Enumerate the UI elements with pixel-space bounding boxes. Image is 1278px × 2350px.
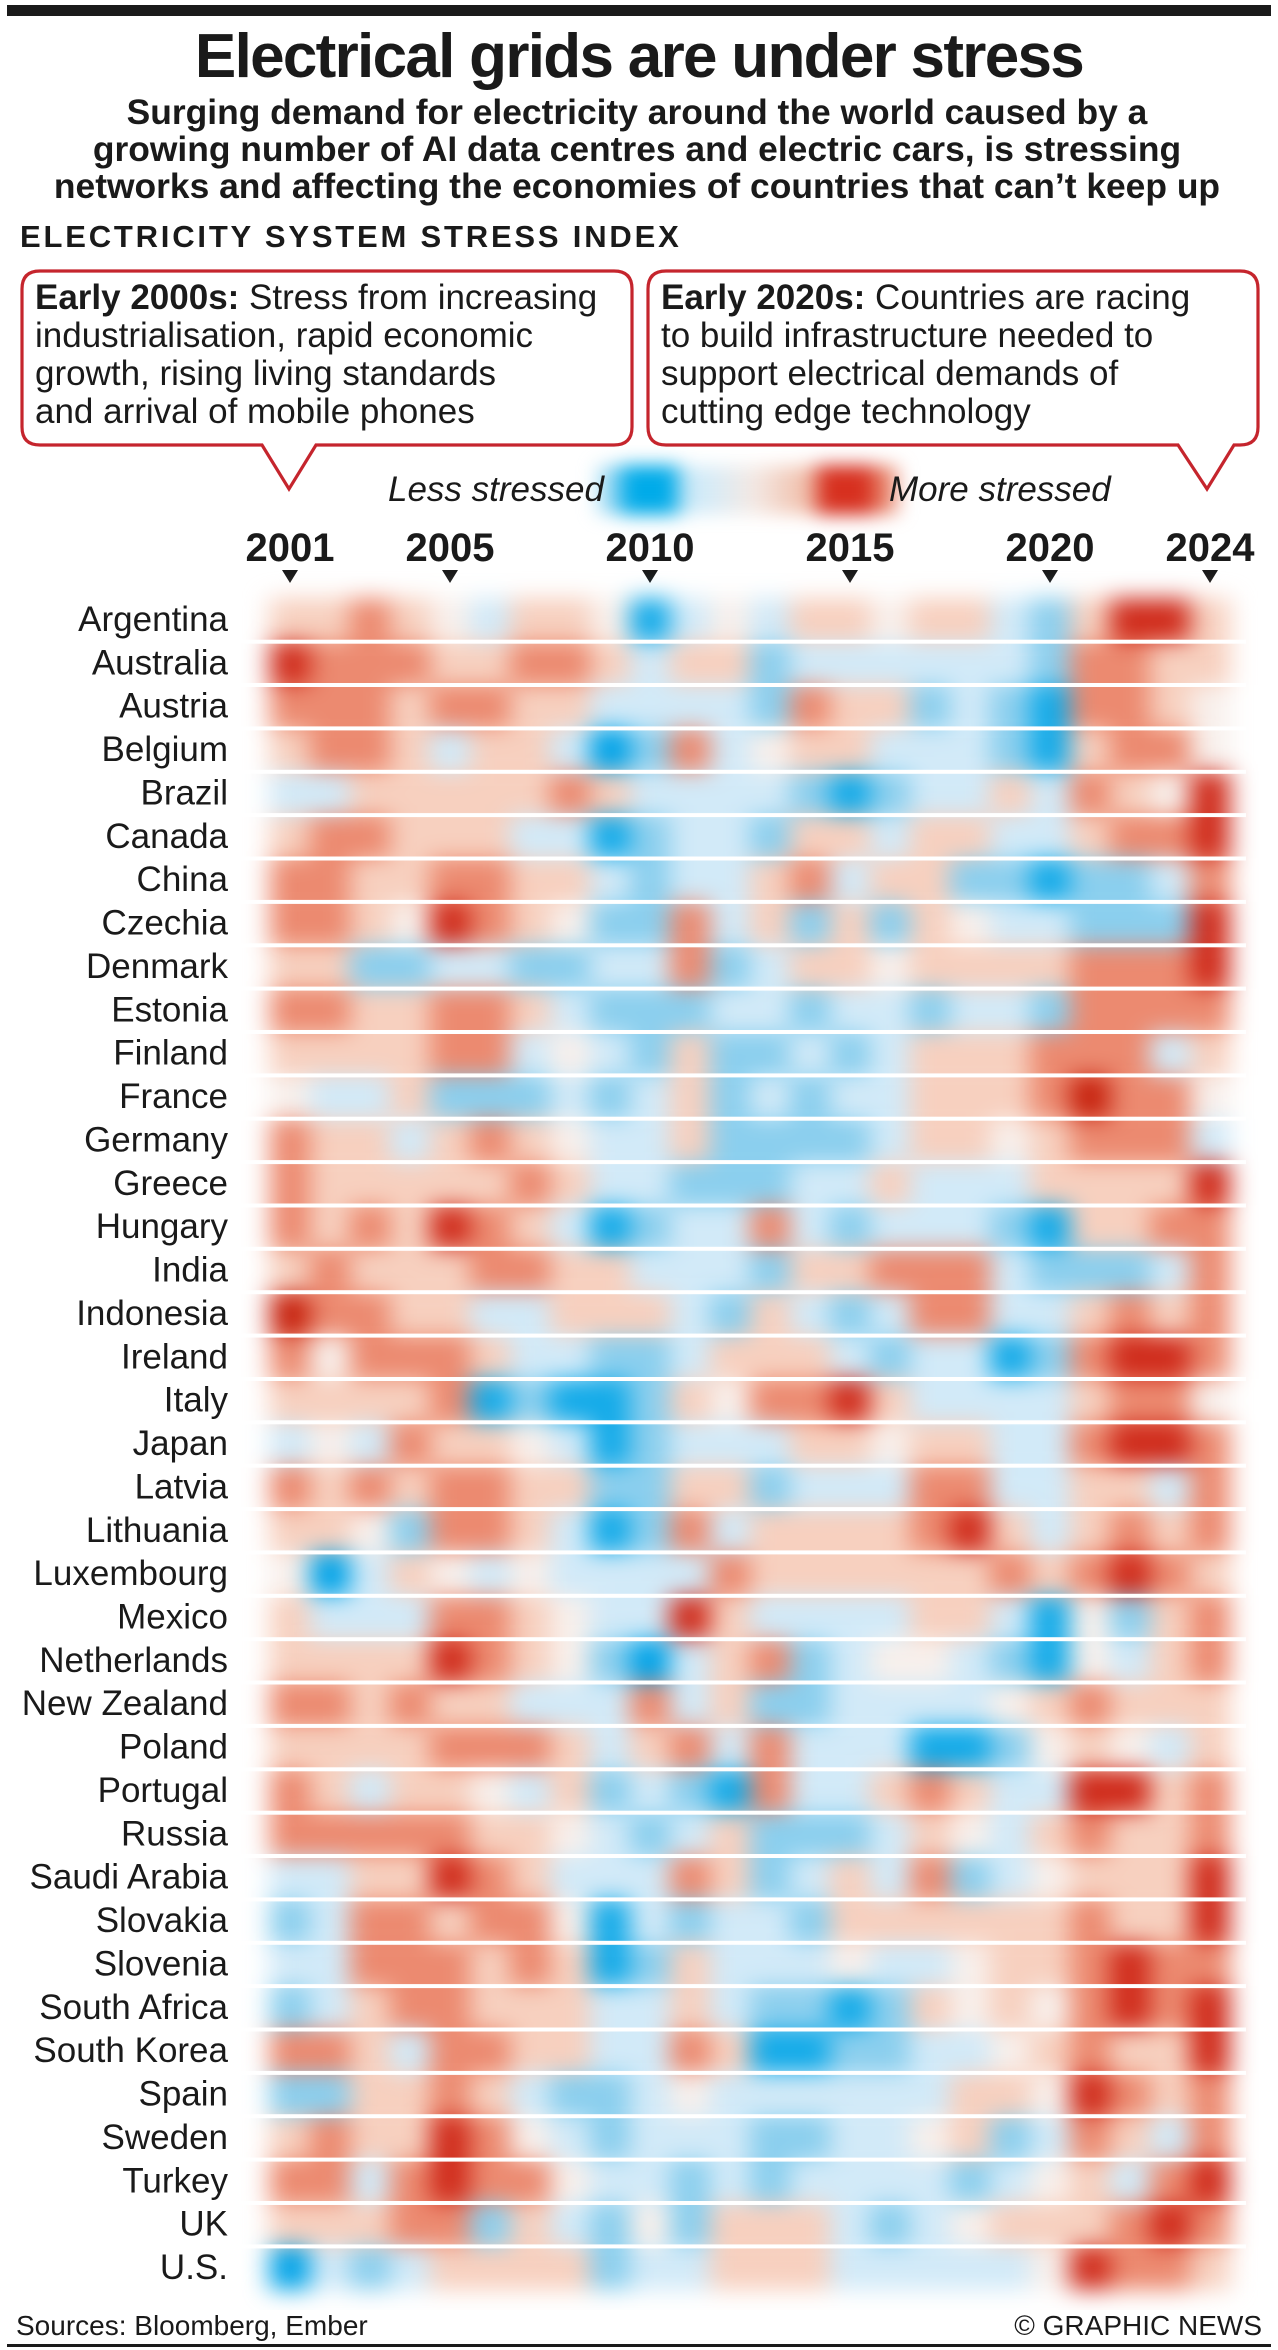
svg-text:Latvia: Latvia — [135, 1467, 229, 1506]
svg-text:Netherlands: Netherlands — [39, 1641, 228, 1680]
svg-text:Finland: Finland — [113, 1034, 228, 1073]
svg-text:Russia: Russia — [121, 1814, 229, 1853]
svg-text:Slovakia: Slovakia — [96, 1901, 229, 1940]
svg-text:2005: 2005 — [406, 526, 495, 570]
svg-text:Argentina: Argentina — [78, 600, 228, 639]
svg-text:Turkey: Turkey — [122, 2161, 228, 2200]
svg-text:Ireland: Ireland — [121, 1337, 228, 1376]
svg-text:2015: 2015 — [806, 526, 895, 570]
svg-text:Sweden: Sweden — [102, 2118, 228, 2157]
svg-text:France: France — [119, 1077, 228, 1116]
svg-text:Portugal: Portugal — [98, 1771, 228, 1810]
svg-text:Germany: Germany — [84, 1120, 228, 1159]
svg-text:New Zealand: New Zealand — [22, 1684, 228, 1723]
svg-text:Spain: Spain — [138, 2075, 228, 2114]
svg-text:Denmark: Denmark — [86, 947, 228, 986]
svg-text:Luxembourg: Luxembourg — [33, 1554, 228, 1593]
svg-text:UK: UK — [179, 2205, 228, 2244]
svg-text:2001: 2001 — [246, 526, 335, 570]
svg-text:Australia: Australia — [92, 643, 229, 682]
svg-text:Czechia: Czechia — [102, 904, 229, 943]
svg-text:Estonia: Estonia — [111, 990, 228, 1029]
svg-text:Brazil: Brazil — [140, 774, 228, 813]
svg-text:India: India — [152, 1251, 228, 1290]
svg-text:Lithuania: Lithuania — [86, 1511, 229, 1550]
svg-text:South Korea: South Korea — [33, 2031, 228, 2070]
svg-text:Canada: Canada — [105, 817, 228, 856]
svg-text:2010: 2010 — [606, 526, 695, 570]
svg-text:Austria: Austria — [119, 687, 228, 726]
svg-text:Hungary: Hungary — [96, 1207, 229, 1246]
svg-text:Belgium: Belgium — [102, 730, 228, 769]
svg-text:Saudi Arabia: Saudi Arabia — [30, 1858, 229, 1897]
svg-text:Japan: Japan — [133, 1424, 228, 1463]
svg-text:Italy: Italy — [164, 1381, 229, 1420]
svg-text:2020: 2020 — [1006, 526, 1095, 570]
svg-text:Poland: Poland — [119, 1728, 228, 1767]
svg-text:China: China — [137, 860, 229, 899]
svg-text:South Africa: South Africa — [39, 1988, 228, 2027]
svg-text:U.S.: U.S. — [160, 2248, 228, 2287]
svg-text:Mexico: Mexico — [117, 1598, 228, 1637]
svg-text:Greece: Greece — [113, 1164, 228, 1203]
svg-text:2024: 2024 — [1166, 526, 1256, 570]
svg-text:Indonesia: Indonesia — [76, 1294, 228, 1333]
svg-text:Slovenia: Slovenia — [94, 1945, 229, 1984]
